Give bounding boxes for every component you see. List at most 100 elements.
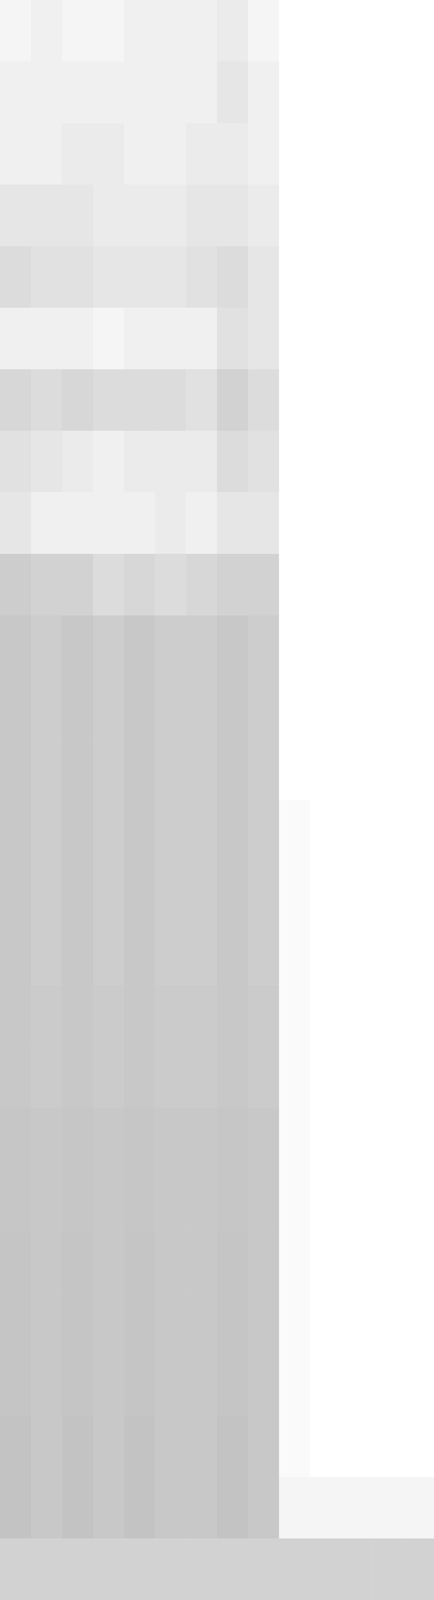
cell <box>402 739 434 801</box>
cell <box>402 1047 434 1109</box>
cell <box>371 246 403 309</box>
cell <box>123 1478 155 1540</box>
cell <box>402 985 434 1048</box>
cell <box>0 61 32 124</box>
cell <box>279 492 311 555</box>
cell <box>217 1231 249 1294</box>
cell <box>310 677 342 740</box>
cell <box>371 1539 403 1600</box>
cell <box>402 492 434 555</box>
cell <box>62 616 94 678</box>
cell <box>185 1478 217 1540</box>
cell <box>310 184 342 247</box>
cell <box>0 739 32 801</box>
cell <box>310 1293 342 1356</box>
cell <box>217 1047 249 1109</box>
cell <box>371 1170 403 1233</box>
cell <box>31 431 63 493</box>
cell <box>62 924 94 986</box>
cell <box>185 1108 217 1171</box>
cell <box>31 1047 63 1109</box>
cell <box>93 1108 125 1171</box>
cell <box>62 369 94 432</box>
cell <box>371 862 403 925</box>
cell <box>123 492 155 555</box>
cell <box>371 431 403 493</box>
cell <box>310 369 342 432</box>
cell <box>248 369 280 432</box>
cell <box>0 1417 32 1479</box>
cell <box>340 1293 372 1356</box>
cell <box>62 1231 94 1294</box>
cell <box>0 985 32 1048</box>
cell <box>279 0 311 62</box>
cell <box>279 1293 311 1356</box>
cell <box>402 1170 434 1233</box>
cell <box>31 862 63 925</box>
cell <box>340 1478 372 1540</box>
cell <box>340 184 372 247</box>
cell <box>93 554 125 617</box>
cell <box>62 184 94 247</box>
cell <box>154 431 186 493</box>
cell <box>371 554 403 617</box>
cell <box>402 184 434 247</box>
cell <box>248 985 280 1048</box>
cell <box>248 1478 280 1540</box>
cell <box>62 677 94 740</box>
cell <box>185 308 217 370</box>
cell <box>248 246 280 309</box>
cell <box>402 862 434 925</box>
cell <box>402 924 434 986</box>
cell <box>217 985 249 1048</box>
cell <box>371 308 403 370</box>
cell <box>62 246 94 309</box>
cell <box>93 0 125 62</box>
cell <box>248 1047 280 1109</box>
cell <box>185 616 217 678</box>
cell <box>217 308 249 370</box>
cell <box>154 1355 186 1418</box>
cell <box>217 924 249 986</box>
cell <box>371 1293 403 1356</box>
cell <box>154 1108 186 1171</box>
cell <box>31 1355 63 1418</box>
cell <box>0 369 32 432</box>
cell <box>31 0 63 62</box>
cell <box>217 61 249 124</box>
cell <box>93 308 125 370</box>
cell <box>217 0 249 62</box>
cell <box>93 61 125 124</box>
cell <box>340 800 372 863</box>
cell <box>93 1231 125 1294</box>
cell <box>123 924 155 986</box>
spectrogram <box>0 0 434 1600</box>
cell <box>248 1417 280 1479</box>
cell <box>185 369 217 432</box>
cell <box>0 431 32 493</box>
cell <box>310 308 342 370</box>
cell <box>279 985 311 1048</box>
cell <box>248 677 280 740</box>
cell <box>123 61 155 124</box>
cell <box>185 1539 217 1600</box>
cell <box>402 61 434 124</box>
cell <box>402 1355 434 1418</box>
cell <box>31 1293 63 1356</box>
cell <box>279 616 311 678</box>
cell <box>154 61 186 124</box>
cell <box>185 1355 217 1418</box>
cell <box>217 184 249 247</box>
cell <box>340 431 372 493</box>
cell <box>279 800 311 863</box>
cell <box>371 123 403 186</box>
cell <box>123 1170 155 1233</box>
cell <box>154 677 186 740</box>
cell <box>279 308 311 370</box>
cell <box>279 1417 311 1479</box>
cell <box>0 616 32 678</box>
cell <box>185 1047 217 1109</box>
cell <box>371 1478 403 1540</box>
cell <box>154 616 186 678</box>
cell <box>0 1170 32 1233</box>
